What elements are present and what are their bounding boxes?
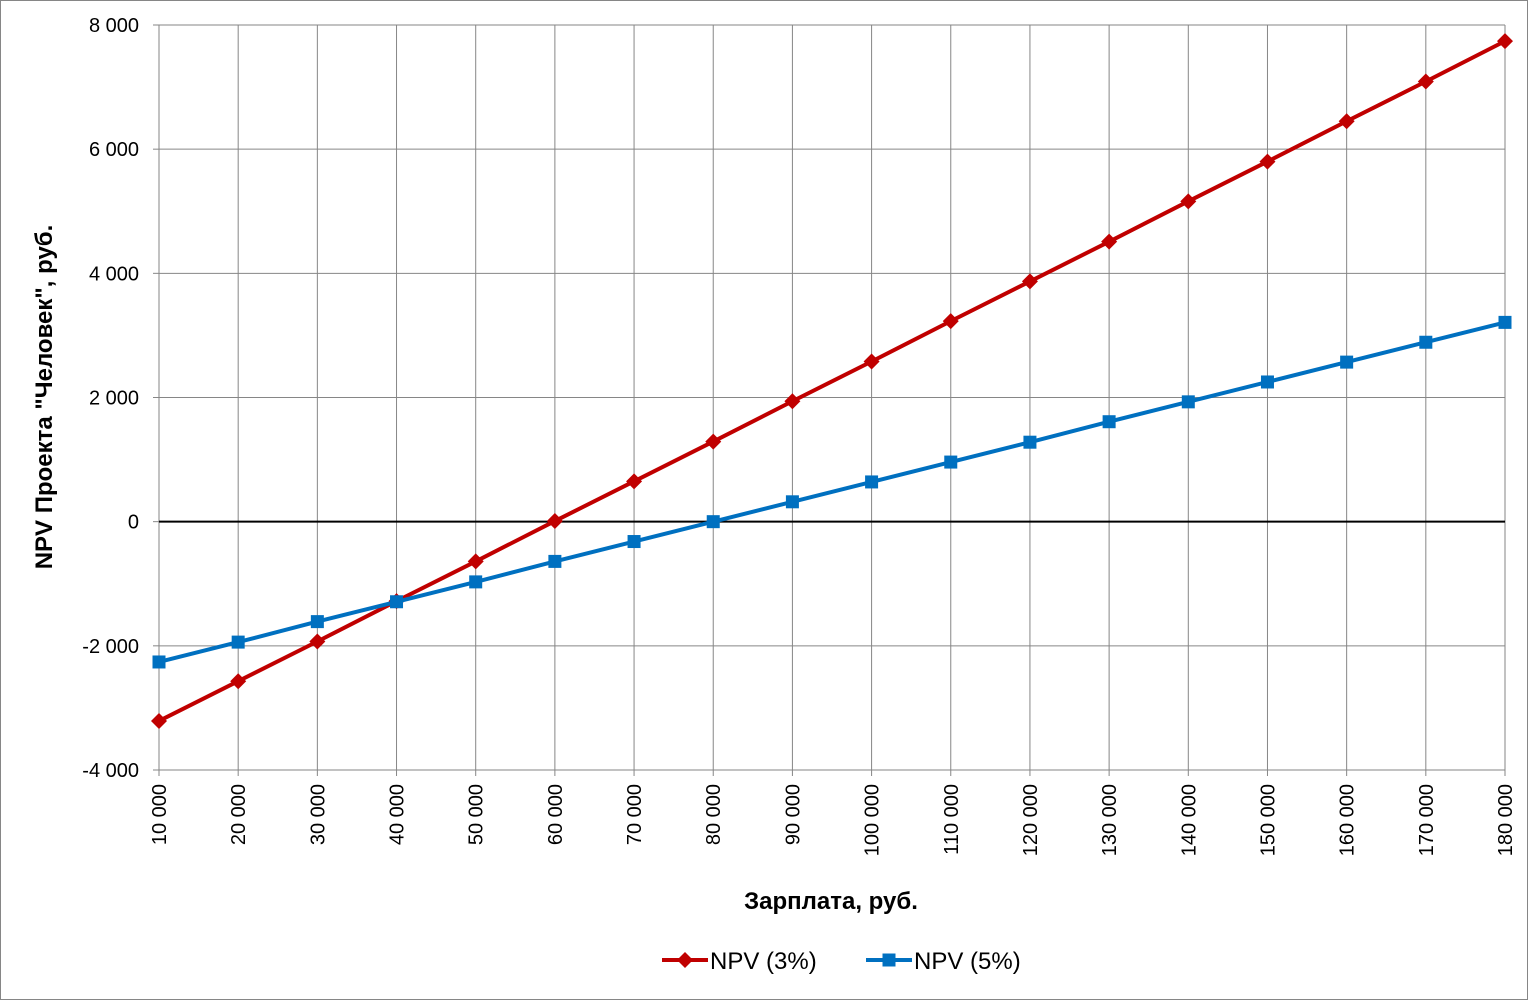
y-tick-label: 2 000 — [89, 388, 139, 410]
y-tick-label: 8 000 — [89, 15, 139, 37]
x-tick-label: 180 000 — [1495, 784, 1517, 856]
x-tick-label: 20 000 — [228, 784, 250, 845]
series-layer — [151, 33, 1513, 729]
series-line — [158, 39, 1506, 723]
series-1 — [151, 33, 1513, 729]
data-point — [390, 595, 404, 609]
data-point — [151, 712, 167, 729]
x-tick-label: 110 000 — [941, 784, 963, 855]
data-point — [1023, 435, 1037, 449]
data-point — [706, 515, 720, 529]
y-tick-label: -2 000 — [82, 636, 139, 658]
data-point — [310, 615, 324, 629]
data-point — [1260, 375, 1274, 389]
data-point — [705, 433, 722, 450]
x-tick-label: 70 000 — [624, 784, 646, 845]
data-point — [1101, 233, 1118, 250]
legend-marker — [677, 952, 693, 968]
gridlines — [158, 24, 1506, 771]
data-point — [230, 673, 247, 690]
y-tick-label: 6 000 — [89, 139, 139, 161]
x-tick-label: 130 000 — [1099, 784, 1121, 856]
x-axis-title: Зарплата, руб. — [744, 888, 918, 915]
data-point — [469, 575, 483, 589]
data-point — [546, 513, 563, 530]
data-point — [1497, 33, 1513, 50]
data-point — [467, 553, 484, 570]
legend-marker — [882, 953, 896, 967]
data-point — [785, 495, 799, 509]
data-point — [1180, 193, 1197, 210]
x-tick-label: 30 000 — [307, 784, 329, 845]
x-axis-ticks: 10 000 20 000 30 000 40 000 50 000 60 000 70 0… — [149, 770, 1517, 856]
data-point — [548, 554, 562, 568]
data-point — [152, 655, 166, 669]
data-point — [1498, 315, 1512, 329]
data-point — [309, 633, 326, 650]
legend-item: NPV (5%) — [866, 948, 1021, 975]
x-tick-label: 100 000 — [862, 784, 884, 856]
x-tick-label: 60 000 — [545, 784, 567, 845]
data-point — [1417, 73, 1434, 90]
y-tick-label: -4 000 — [82, 760, 139, 782]
data-point — [1181, 395, 1195, 409]
series-line — [158, 320, 1506, 664]
x-tick-label: 160 000 — [1337, 784, 1359, 856]
data-point — [1338, 113, 1355, 130]
data-point — [865, 475, 879, 489]
data-point — [1259, 153, 1276, 170]
legend-item: NPV (3%) — [662, 948, 817, 975]
data-point — [627, 535, 641, 549]
x-tick-label: 150 000 — [1257, 784, 1279, 856]
data-point — [231, 635, 245, 649]
data-point — [1419, 335, 1433, 349]
data-point — [1340, 355, 1354, 369]
x-tick-label: 90 000 — [782, 784, 804, 845]
legend: NPV (3%) NPV (5%) — [662, 948, 1021, 975]
y-tick-label: 4 000 — [89, 263, 139, 285]
series-2 — [152, 315, 1512, 669]
y-tick-label: 0 — [128, 512, 139, 534]
data-point — [1021, 273, 1038, 290]
x-tick-label: 140 000 — [1178, 784, 1200, 856]
y-axis-title: NPV Проекта "Человек", руб. — [31, 225, 58, 570]
data-point — [944, 455, 958, 469]
x-tick-label: 120 000 — [1020, 784, 1042, 856]
data-point — [863, 353, 880, 370]
data-point — [626, 473, 643, 490]
x-tick-label: 80 000 — [703, 784, 725, 845]
x-tick-label: 50 000 — [466, 784, 488, 845]
x-tick-label: 170 000 — [1416, 784, 1438, 856]
legend-label: NPV (5%) — [914, 948, 1021, 975]
data-point — [1102, 415, 1116, 429]
y-axis-ticks: -4 000 -2 000 0 2 000 4 000 6 000 8 000 — [82, 15, 159, 782]
data-point — [942, 313, 959, 330]
x-tick-label: 10 000 — [149, 784, 171, 845]
legend-label: NPV (3%) — [710, 948, 817, 975]
x-tick-label: 40 000 — [387, 784, 409, 845]
data-point — [784, 393, 801, 410]
